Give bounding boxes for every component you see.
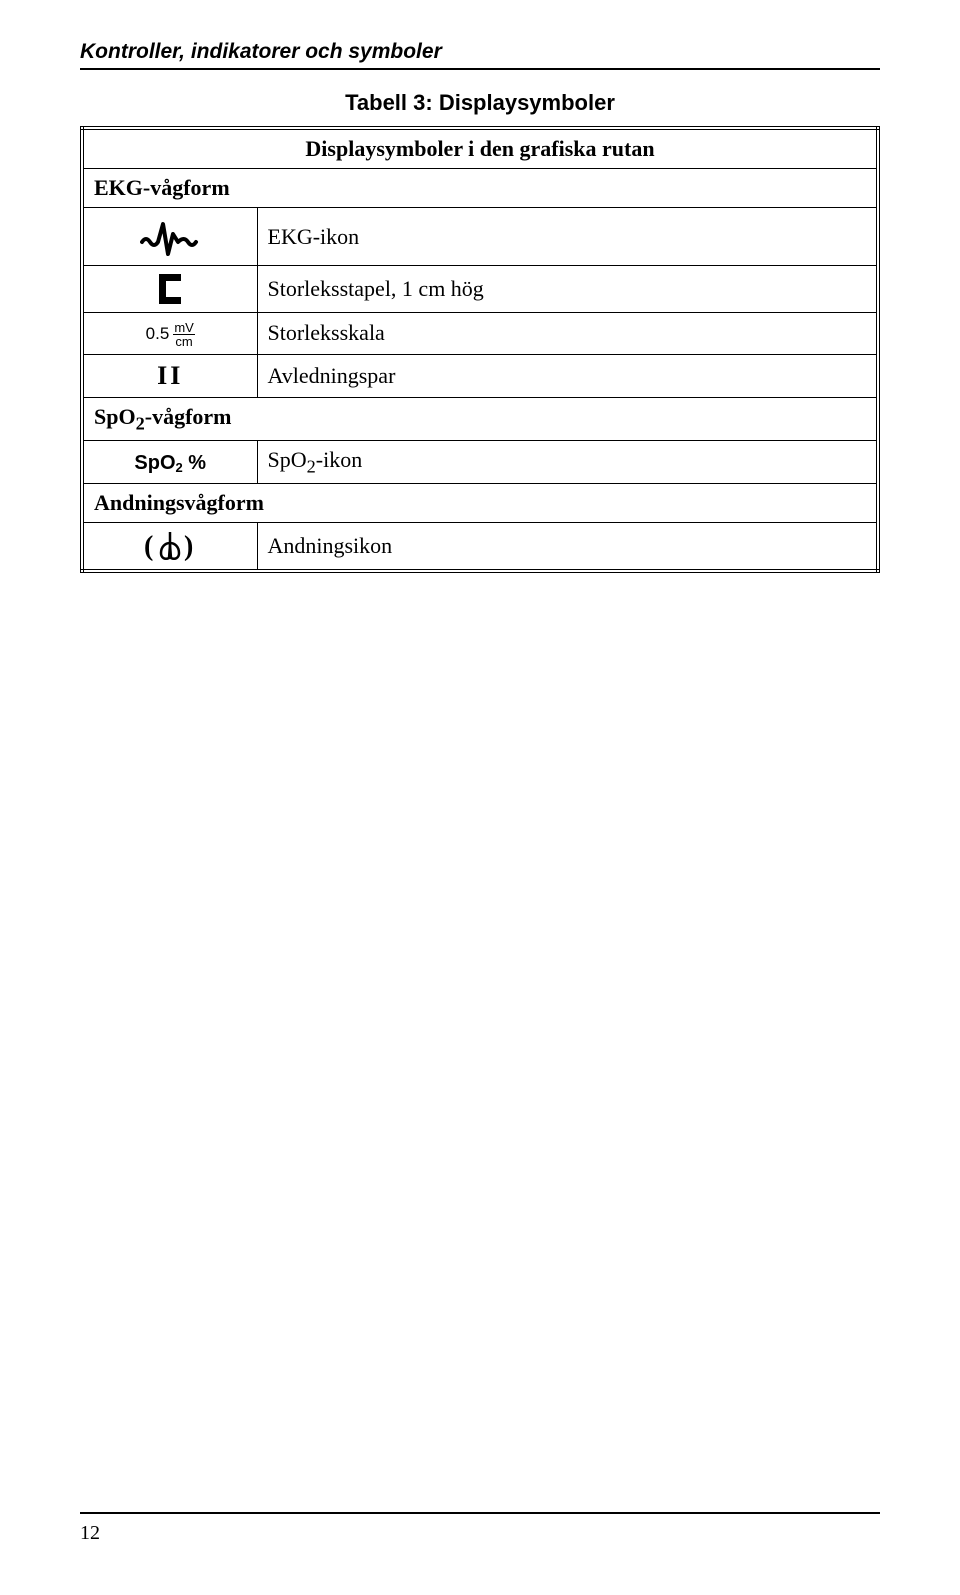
lead-pair-icon-cell: II [82,354,257,397]
ekg-icon-desc: EKG-ikon [257,208,878,266]
size-scale-value: 0.5 [146,324,170,344]
table-title-cell: Displaysymboler i den grafiska rutan [82,128,878,169]
size-bar-icon [157,272,183,306]
ekg-icon-cell [82,208,257,266]
table-row: II Avledningspar [82,354,878,397]
section-label: EKG-vågform [82,169,878,208]
size-scale-fraction: mV cm [173,321,195,348]
section-resp-waveform: Andningsvågform [82,484,878,523]
size-scale-icon: 0.5 mV cm [146,321,195,348]
section-spo2-waveform: SpO2-vågform [82,397,878,440]
lungs-icon: ( ) [142,529,198,563]
spo2-pct-suffix: % [183,452,206,474]
size-scale-bot: cm [173,335,195,348]
table-title-row: Displaysymboler i den grafiska rutan [82,128,878,169]
spo2-pct-main: SpO [134,452,175,474]
page-number: 12 [80,1522,100,1544]
table-row: SpO2 % SpO2-ikon [82,440,878,483]
table-row: EKG-ikon [82,208,878,266]
resp-icon-desc: Andningsikon [257,523,878,572]
size-scale-desc: Storleksskala [257,313,878,355]
spo2-pct-icon-cell: SpO2 % [82,440,257,483]
svg-text:): ) [184,531,193,562]
svg-text:(: ( [144,531,153,562]
size-scale-top: mV [173,321,195,335]
lead-pair-desc: Avledningspar [257,354,878,397]
table-row: Storleksstapel, 1 cm hög [82,266,878,313]
section-label: Andningsvågform [82,484,878,523]
size-bar-desc: Storleksstapel, 1 cm hög [257,266,878,313]
lead-pair-icon: II [157,361,183,390]
spo2-section-main: SpO [94,404,136,429]
size-scale-icon-cell: 0.5 mV cm [82,313,257,355]
spo2-pct-icon: SpO2 % [134,452,206,474]
spo2-desc-suffix: -ikon [316,447,362,472]
table-row: 0.5 mV cm Storleksskala [82,313,878,355]
spo2-icon-desc: SpO2-ikon [257,440,878,483]
spo2-section-sub: 2 [136,413,145,433]
ekg-icon [140,214,200,259]
size-bar-icon-cell [82,266,257,313]
display-symbols-table: Displaysymboler i den grafiska rutan EKG… [80,126,880,573]
page-footer: 12 [80,1512,880,1545]
table-row: ( ) Andningsikon [82,523,878,572]
spo2-desc-sub: 2 [307,456,316,476]
spo2-desc-main: SpO [268,447,307,472]
section-header: Kontroller, indikatorer och symboler [80,40,880,70]
spo2-pct-sub: 2 [176,460,183,475]
resp-icon-cell: ( ) [82,523,257,572]
section-ekg-waveform: EKG-vågform [82,169,878,208]
table-caption: Tabell 3: Displaysymboler [80,90,880,116]
section-label: SpO2-vågform [82,397,878,440]
spo2-section-suffix: -vågform [145,404,232,429]
